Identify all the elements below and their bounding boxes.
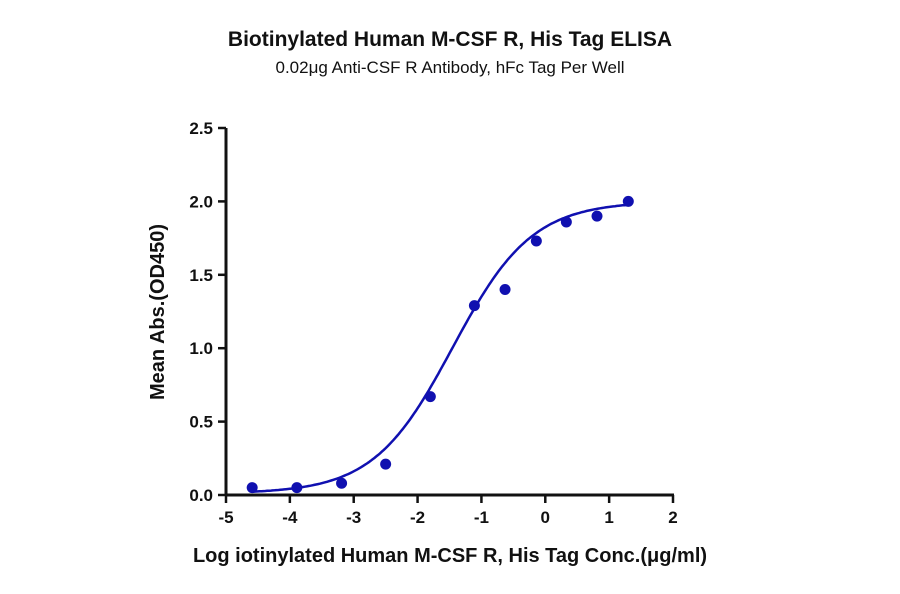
x-tick-label: -4 (282, 508, 298, 527)
y-tick-label: 1.5 (189, 266, 213, 285)
y-tick-label: 1.0 (189, 339, 213, 358)
chart-title: Biotinylated Human M-CSF R, His Tag ELIS… (227, 28, 673, 51)
x-tick-label: -1 (474, 508, 489, 527)
data-point (591, 210, 603, 222)
data-point (560, 216, 572, 228)
x-axis-label: Log iotinylated Human M-CSF R, His Tag C… (193, 545, 707, 567)
data-point (622, 195, 634, 207)
y-tick-label: 0.0 (189, 486, 213, 505)
data-point (530, 235, 542, 247)
data-point (468, 300, 480, 312)
data-point (499, 283, 511, 295)
y-tick-label: 0.5 (189, 413, 213, 432)
data-point (380, 458, 392, 470)
x-tick-label: -5 (218, 508, 233, 527)
x-tick-label: -2 (410, 508, 425, 527)
y-tick-label: 2.0 (189, 192, 213, 211)
x-tick-label: -3 (346, 508, 361, 527)
data-point (424, 391, 436, 403)
y-axis-label: Mean Abs.(OD450) (147, 224, 169, 400)
x-tick-label: 1 (604, 508, 613, 527)
data-point (291, 482, 303, 494)
fit-curve (252, 203, 629, 493)
x-tick-label: 2 (668, 508, 677, 527)
data-point (336, 477, 348, 489)
x-tick-label: 0 (541, 508, 550, 527)
y-tick-label: 2.5 (189, 119, 213, 138)
data-point (246, 482, 258, 494)
chart-subtitle: 0.02μg Anti-CSF R Antibody, hFc Tag Per … (275, 58, 625, 77)
